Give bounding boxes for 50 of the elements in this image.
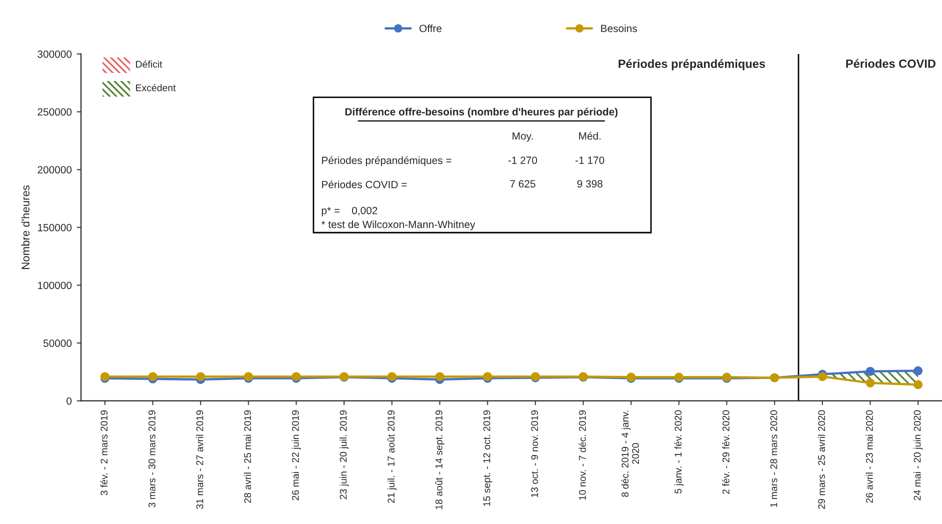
- y-tick-label: 200000: [38, 166, 72, 174]
- x-tick-label: 13 oct. - 9 nov. 2019: [531, 410, 538, 498]
- point: [914, 380, 923, 390]
- y-tick-label: 0: [66, 397, 72, 405]
- annotation: Déficit: [136, 60, 162, 68]
- y-tick-label: 50000: [43, 340, 72, 347]
- x-tick-label: 23 juin - 20 juil. 2019: [340, 410, 349, 500]
- legend-label: Offre: [419, 24, 442, 32]
- annotation: Méd.: [579, 132, 600, 140]
- annotation: -1 170: [576, 156, 604, 164]
- point: [435, 372, 444, 382]
- y-tick-label: 150000: [38, 224, 72, 232]
- y-tick-label: 250000: [38, 108, 72, 116]
- annotation: * test de Wilcoxon-Mann-Whitney: [321, 220, 476, 230]
- y-tick-label: 300000: [38, 50, 72, 58]
- x-tick-label: 28 avril - 25 mai 2019: [244, 410, 252, 503]
- annotation: Différence offre-besoins (nombre d'heures par période): [345, 108, 618, 118]
- annotation: Excédent: [136, 84, 176, 92]
- x-tick-label: 26 mai - 22 juin 2019: [292, 410, 301, 500]
- x-tick-label: 8 déc. 2019 - 4 janv. 2020: [621, 410, 639, 497]
- point: [866, 378, 875, 388]
- annotation: -1 270: [508, 156, 538, 164]
- annotation: Périodes prépandémiques: [618, 59, 766, 70]
- y-axis-title: Nombre d'heures: [21, 185, 30, 269]
- point: [914, 366, 923, 376]
- point: [866, 366, 875, 376]
- x-tick-label: 26 avril - 23 mai 2020: [866, 410, 873, 503]
- y-tick-label: 100000: [38, 282, 72, 290]
- point: [818, 372, 827, 382]
- x-tick-label: 10 nov. - 7 déc. 2019: [578, 410, 586, 500]
- x-tick-label: 1 mars - 28 mars 2020: [770, 410, 778, 507]
- legend-label: Besoins: [601, 24, 637, 32]
- annotation: Périodes COVID: [846, 59, 936, 68]
- x-tick-label: 3 fév. - 2 mars 2019: [100, 410, 108, 496]
- x-tick-label: 31 mars - 27 avril 2019: [196, 410, 204, 509]
- annotation: Moy.: [512, 132, 533, 142]
- x-tick-label: 2 fév. - 29 fév. 2020: [722, 410, 730, 494]
- annotation: p* = 0,002: [322, 206, 378, 216]
- annotation: Périodes prépandémiques =: [322, 156, 452, 166]
- x-tick-label: 21 juil. - 17 août 2019: [387, 410, 396, 503]
- x-tick-label: 18 août - 14 sept. 2019: [435, 410, 444, 510]
- x-tick-label: 15 sept. - 12 oct. 2019: [483, 410, 492, 506]
- annotation: Périodes COVID =: [322, 180, 407, 188]
- annotation: 7 625: [510, 180, 536, 188]
- x-tick-label: 3 mars - 30 mars 2019: [148, 410, 156, 508]
- point: [196, 372, 206, 382]
- x-tick-label: 29 mars - 25 avril 2020: [818, 410, 826, 509]
- x-tick-label: 24 mai - 20 juin 2020: [914, 410, 923, 500]
- x-tick-label: 5 janv. - 1 fév. 2020: [674, 410, 684, 494]
- annotation: 9 398: [577, 180, 602, 188]
